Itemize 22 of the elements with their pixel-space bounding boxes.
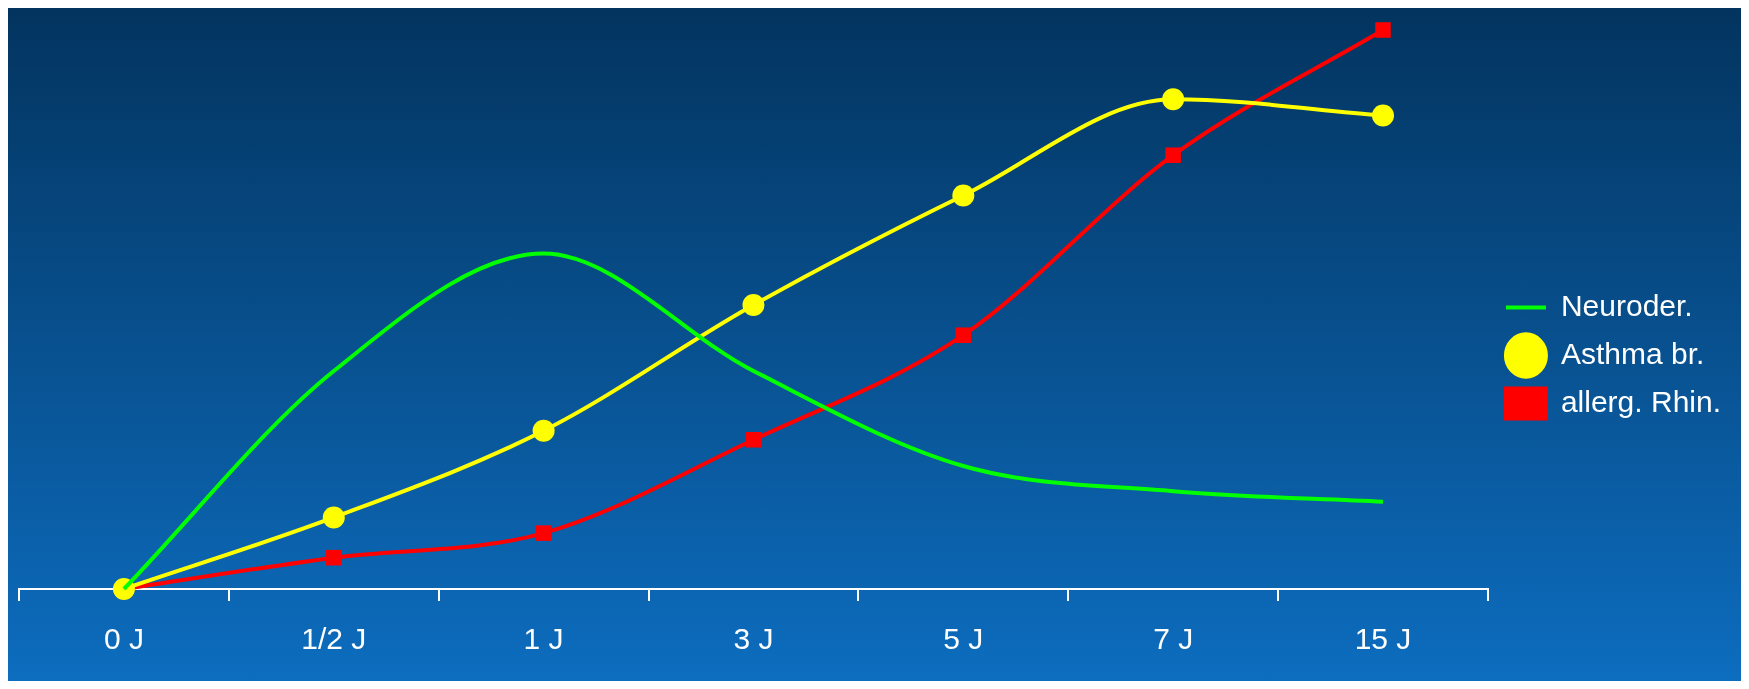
point (1162, 88, 1185, 111)
legend-label: Neuroder. (1560, 288, 1693, 322)
legend-label: Asthma br. (1560, 336, 1705, 370)
point (322, 506, 345, 529)
x-tick-label: 1/2 J (301, 622, 367, 656)
point (532, 419, 555, 442)
point (325, 549, 342, 566)
point (952, 184, 975, 207)
x-tick-label: 7 J (1153, 622, 1194, 656)
point (535, 525, 552, 541)
point (1165, 147, 1181, 163)
x-tick-label: 15 J (1354, 622, 1412, 656)
x-tick-label: 0 J (103, 622, 144, 656)
point (1372, 104, 1394, 127)
point (1375, 22, 1391, 38)
legend-label: allerg. Rhin. (1560, 384, 1721, 418)
point (745, 431, 762, 448)
x-tick-label: 3 J (733, 622, 774, 656)
x-tick-label: 5 J (943, 622, 984, 656)
point (742, 294, 765, 317)
point (955, 327, 972, 343)
x-tick-label: 1 J (523, 622, 564, 656)
